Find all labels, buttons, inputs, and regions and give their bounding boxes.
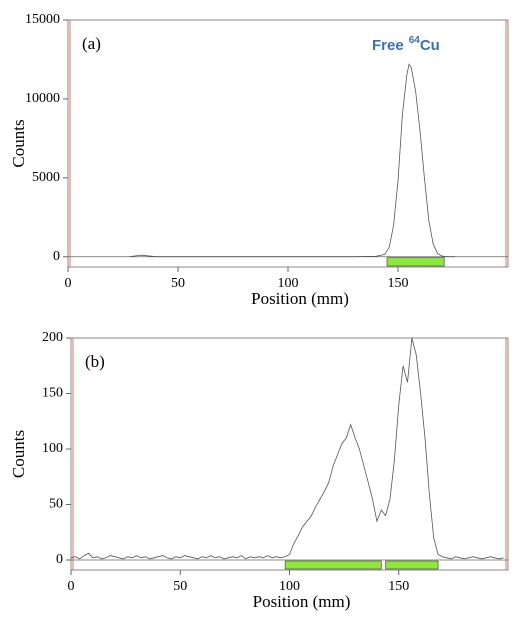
y-tick-label: 0 bbox=[56, 552, 63, 567]
annotation-element: Cu bbox=[420, 37, 440, 54]
annotation: Free 64Cu bbox=[372, 35, 440, 54]
plot-frame bbox=[67, 19, 509, 268]
panel-label: (a) bbox=[82, 34, 101, 53]
y-tick-label: 50 bbox=[49, 497, 63, 512]
data-line bbox=[129, 63, 456, 258]
data-line bbox=[70, 337, 504, 560]
x-tick-label: 100 bbox=[279, 579, 300, 594]
x-tick-label: 0 bbox=[65, 276, 72, 291]
region-bar bbox=[386, 257, 445, 267]
y-tick-label: 200 bbox=[42, 330, 63, 345]
region-bar bbox=[284, 560, 382, 570]
y-tick-label: 5000 bbox=[32, 170, 60, 185]
x-tick-label: 0 bbox=[68, 579, 75, 594]
x-tick-label: 150 bbox=[388, 276, 409, 291]
region-bar bbox=[385, 560, 439, 570]
plot-frame bbox=[70, 337, 509, 571]
x-tick-label: 100 bbox=[278, 276, 299, 291]
x-tick-label: 50 bbox=[173, 579, 187, 594]
annotation-superscript: 64 bbox=[409, 35, 421, 46]
y-tick-label: 10000 bbox=[25, 91, 60, 106]
y-tick-label: 100 bbox=[42, 441, 63, 456]
y-tick-label: 150 bbox=[42, 386, 63, 401]
panel-label: (b) bbox=[85, 352, 105, 371]
y-axis-label: Counts bbox=[9, 119, 28, 167]
x-axis-label: Position (mm) bbox=[251, 289, 349, 308]
y-tick-label: 15000 bbox=[25, 12, 60, 27]
x-axis-label: Position (mm) bbox=[253, 592, 351, 611]
x-tick-label: 50 bbox=[171, 276, 185, 291]
x-tick-label: 150 bbox=[388, 579, 409, 594]
annotation-prefix: Free bbox=[372, 37, 404, 54]
y-tick-label: 0 bbox=[53, 249, 60, 264]
y-axis-label: Counts bbox=[9, 430, 28, 478]
